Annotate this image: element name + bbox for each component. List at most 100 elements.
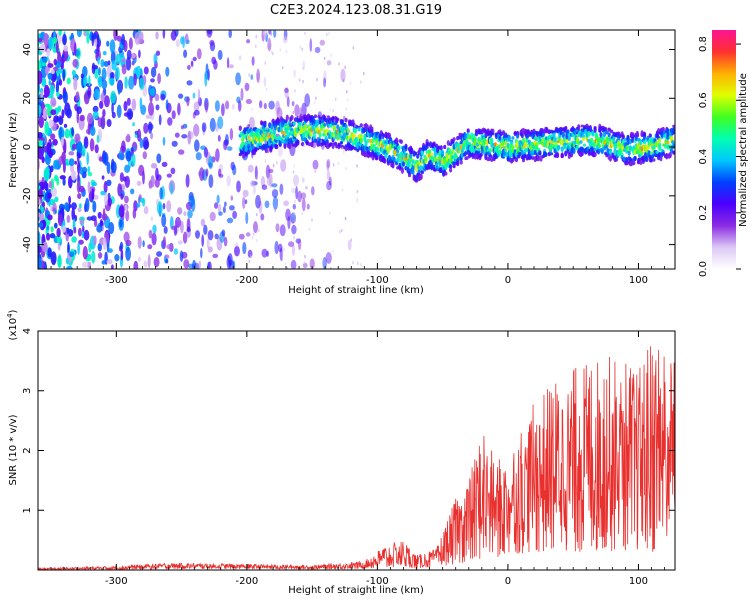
heatmap-noise-cell	[66, 227, 70, 235]
heatmap-noise-cell	[309, 258, 315, 269]
heatmap-signal-cell	[351, 145, 355, 150]
heatmap-noise-cell	[153, 257, 160, 268]
heatmap-noise-cell	[341, 147, 344, 150]
heatmap-noise-cell	[79, 114, 85, 122]
snr-y-multiplier-close: )	[8, 309, 19, 313]
heatmap-noise-cell	[48, 80, 52, 86]
heatmap-signal-cell	[535, 142, 540, 146]
heatmap-noise-cell	[100, 92, 105, 103]
heatmap-noise-cell	[314, 169, 316, 173]
heatmap-noise-cell	[158, 114, 162, 126]
heatmap-noise-cell	[299, 45, 301, 49]
heatmap-signal-cell	[649, 136, 654, 143]
heatmap-noise-cell	[230, 161, 235, 171]
heatmap-noise-cell	[186, 39, 190, 44]
heatmap-noise-cell	[78, 239, 84, 245]
heatmap-noise-cell	[120, 58, 126, 63]
heatmap-signal-cell	[580, 151, 584, 157]
heatmap-noise-cell	[96, 134, 100, 144]
heatmap-noise-cell	[38, 245, 42, 254]
heatmap-signal-cell	[419, 173, 423, 180]
heatmap-noise-cell	[226, 175, 231, 187]
y-tick-label: 4	[22, 328, 33, 334]
heatmap-noise-cell	[99, 219, 103, 227]
heatmap-noise-cell	[104, 192, 109, 206]
heatmap-signal-cell	[593, 127, 597, 133]
heatmap-signal-cell	[249, 147, 253, 151]
heatmap-noise-cell	[215, 148, 220, 162]
heatmap-signal-cell	[607, 127, 611, 132]
colorbar-tick-label: 0.4	[698, 149, 709, 165]
heatmap-noise-cell	[89, 126, 96, 137]
heatmap-noise-cell	[115, 53, 122, 65]
heatmap-signal-cell	[477, 136, 481, 143]
spectrogram-frame	[37, 29, 676, 270]
heatmap-signal-cell	[555, 153, 560, 158]
heatmap-noise-cell	[312, 159, 319, 170]
heatmap-noise-cell	[246, 39, 251, 44]
heatmap-noise-cell	[244, 82, 250, 92]
heatmap-signal-cell	[252, 132, 256, 137]
heatmap-noise-cell	[53, 58, 58, 66]
heatmap-noise-cell	[58, 116, 64, 126]
heatmap-noise-cell	[251, 236, 254, 240]
heatmap-noise-cell	[47, 72, 53, 80]
heatmap-signal-cell	[451, 140, 455, 144]
heatmap-noise-cell	[101, 153, 107, 164]
heatmap-signal-cell	[331, 121, 335, 126]
heatmap-noise-cell	[236, 180, 241, 193]
heatmap-signal-cell	[460, 151, 464, 159]
heatmap-signal-cell	[312, 119, 316, 124]
heatmap-noise-cell	[248, 73, 250, 77]
heatmap-noise-cell	[116, 104, 122, 119]
heatmap-noise-cell	[92, 200, 97, 213]
heatmap-noise-cell	[49, 233, 56, 239]
heatmap-signal-cell	[263, 121, 267, 128]
heatmap-noise-cell	[341, 188, 344, 192]
heatmap-noise-cell	[298, 78, 301, 82]
heatmap-noise-cell	[255, 44, 257, 48]
heatmap-signal-cell	[293, 133, 298, 138]
heatmap-noise-cell	[322, 257, 327, 269]
heatmap-noise-cell	[205, 101, 208, 113]
heatmap-noise-cell	[261, 184, 268, 190]
heatmap-noise-cell	[326, 160, 330, 172]
heatmap-noise-cell	[48, 119, 54, 128]
heatmap-noise-cell	[323, 70, 327, 84]
heatmap-noise-cell	[201, 122, 207, 133]
colorbar-tick-label: 0.6	[698, 92, 709, 108]
heatmap-noise-cell	[297, 238, 302, 251]
heatmap-noise-cell	[216, 194, 220, 204]
heatmap-noise-cell	[83, 229, 90, 241]
colorbar-tick-label: 0.8	[698, 36, 709, 52]
heatmap-noise-cell	[165, 66, 170, 77]
x-tick-label: -200	[236, 275, 259, 286]
heatmap-noise-cell	[165, 258, 169, 264]
heatmap-noise-cell	[133, 260, 139, 269]
heatmap-noise-cell	[232, 210, 238, 219]
heatmap-noise-cell	[66, 77, 71, 85]
y-tick-label: -40	[22, 236, 33, 252]
heatmap-noise-cell	[274, 240, 279, 255]
colorbar: 0.0 0.2 0.4 0.6 0.8 Normalized spectral ampl…	[698, 30, 749, 277]
heatmap-signal-cell	[419, 165, 423, 172]
heatmap-noise-cell	[186, 218, 191, 232]
heatmap-noise-cell	[211, 56, 217, 65]
heatmap-signal-cell	[399, 139, 403, 144]
heatmap-noise-cell	[301, 113, 303, 116]
heatmap-signal-cell	[425, 145, 429, 149]
heatmap-noise-cell	[177, 102, 181, 116]
heatmap-signal-cell	[526, 129, 530, 135]
heatmap-signal-cell	[547, 129, 551, 135]
heatmap-noise-cell	[47, 192, 52, 199]
heatmap-noise-cell	[92, 181, 97, 187]
heatmap-noise-cell	[240, 88, 244, 101]
heatmap-signal-cell	[553, 136, 557, 142]
heatmap-noise-cell	[281, 257, 283, 261]
heatmap-noise-cell	[293, 164, 296, 168]
heatmap-noise-cell	[212, 253, 219, 259]
heatmap-signal-cell	[561, 131, 566, 139]
heatmap-signal-cell	[491, 142, 495, 149]
heatmap-noise-cell	[125, 209, 130, 222]
heatmap-noise-cell	[253, 221, 258, 234]
